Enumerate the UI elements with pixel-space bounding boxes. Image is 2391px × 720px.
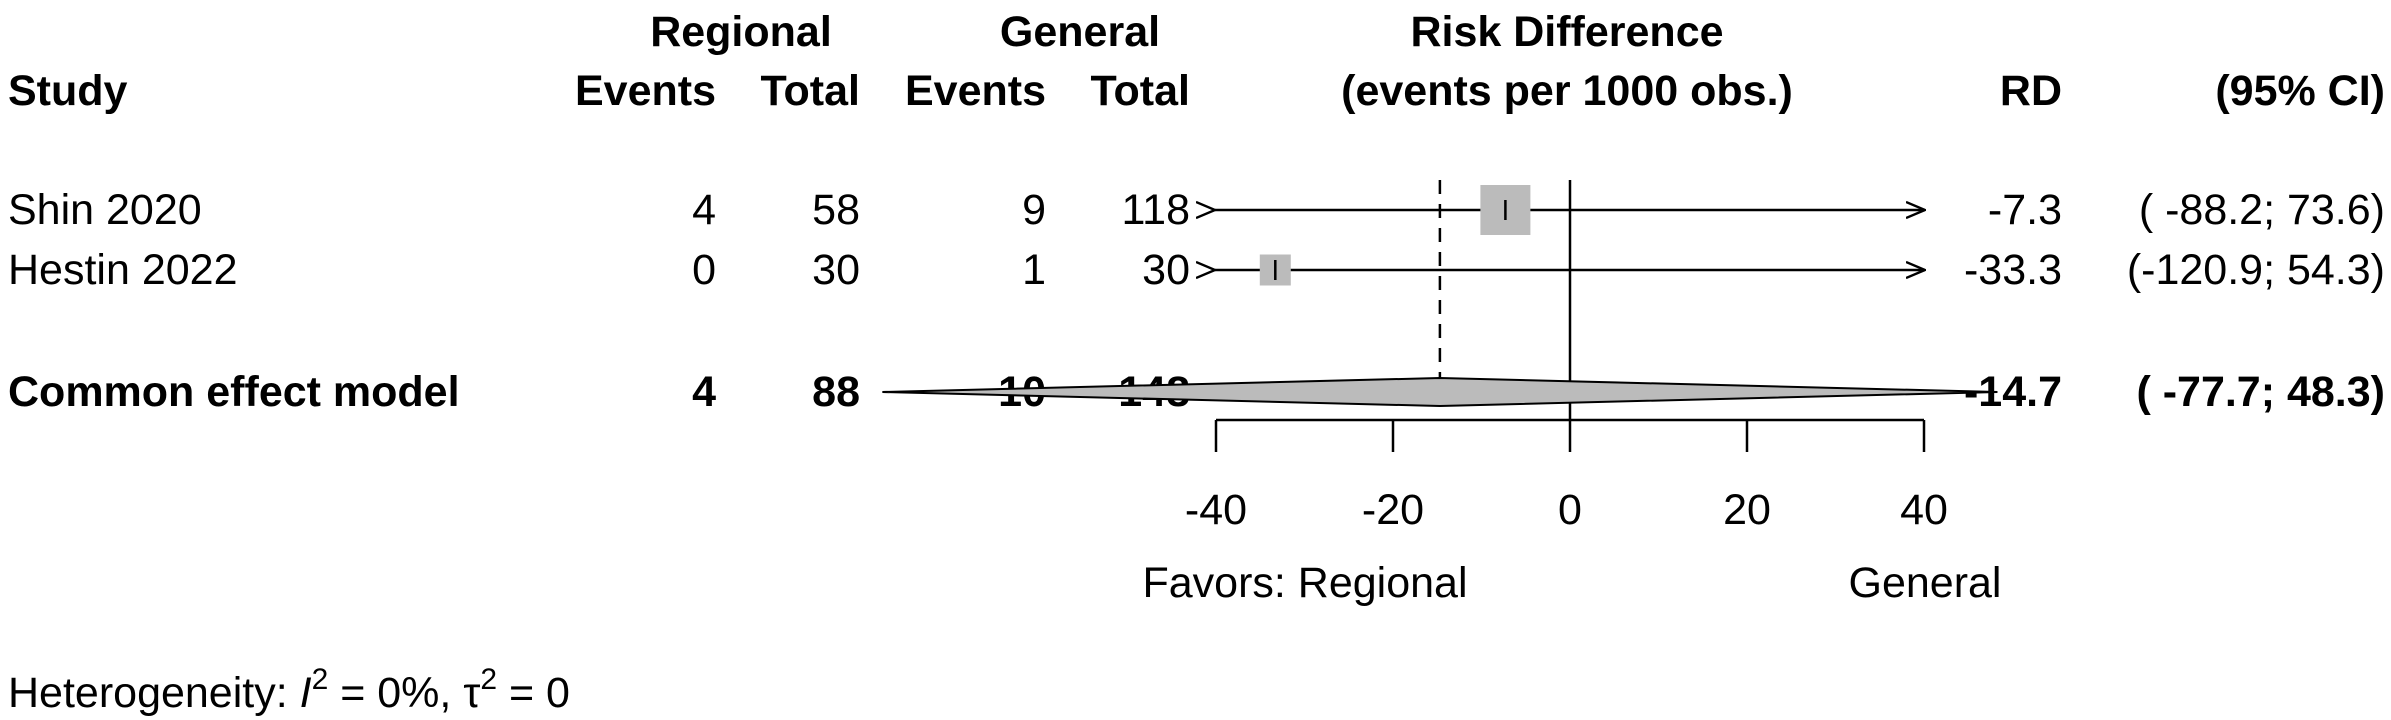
heterogeneity-prefix: Heterogeneity: — [8, 669, 300, 717]
regional-events: 4 — [692, 186, 716, 234]
general-total: 118 — [1121, 186, 1190, 234]
ci-value: ( -88.2; 73.6) — [2139, 186, 2385, 234]
header-ci: (95% CI) — [2215, 67, 2385, 115]
tau-value: = 0 — [497, 669, 570, 717]
study-row-hestin-2022: Hestin 2022 0 30 1 30 -33.3 (-120.9; 54.… — [8, 246, 2385, 294]
header-effect-subtitle: (events per 1000 obs.) — [1341, 67, 1793, 115]
general-events: 1 — [1022, 246, 1046, 294]
pooled-name: Common effect model — [8, 368, 460, 416]
regional-total: 58 — [812, 186, 860, 234]
x-tick-label-1: -20 — [1362, 486, 1424, 534]
rd-value: -33.3 — [1964, 246, 2062, 294]
x-tick-label-2: 0 — [1558, 486, 1582, 534]
pooled-diamond — [882, 376, 1998, 408]
header-group-regional: Regional — [650, 8, 832, 56]
header-regional-events: Events — [575, 67, 716, 115]
general-total: 30 — [1142, 246, 1190, 294]
pooled-ci-value: ( -77.7; 48.3) — [2136, 368, 2385, 416]
study-name: Hestin 2022 — [8, 246, 238, 294]
favors-right-label: General — [1849, 559, 2002, 607]
header-effect-title: Risk Difference — [1410, 8, 1723, 56]
header-general-total: Total — [1090, 67, 1190, 115]
i2-symbol: I — [300, 669, 312, 717]
regional-events: 0 — [692, 246, 716, 294]
ci-mark-hestin-2022 — [1215, 254, 1925, 286]
general-events: 9 — [1022, 186, 1046, 234]
pooled-regional-total: 88 — [812, 368, 860, 416]
favors-left-label: Favors: Regional — [1142, 559, 1467, 607]
header-rd: RD — [2000, 67, 2062, 115]
heterogeneity-label: Heterogeneity: I2 = 0%, τ2 = 0 — [8, 663, 570, 717]
tau-superscript: 2 — [480, 663, 497, 696]
header-study: Study — [8, 67, 128, 115]
regional-total: 30 — [812, 246, 860, 294]
x-tick-label-3: 20 — [1723, 486, 1771, 534]
rd-value: -7.3 — [1988, 186, 2062, 234]
study-row-shin-2020: Shin 2020 4 58 9 118 -7.3 ( -88.2; 73.6) — [8, 186, 2385, 234]
x-tick-label-0: -40 — [1185, 486, 1247, 534]
i2-value: = 0%, — [328, 669, 463, 717]
header-general-events: Events — [905, 67, 1046, 115]
ci-value: (-120.9; 54.3) — [2127, 246, 2385, 294]
tau-symbol: τ — [463, 669, 480, 717]
x-axis: -40 -20 0 20 40 — [1185, 418, 1948, 534]
study-name: Shin 2020 — [8, 186, 202, 234]
pooled-regional-events: 4 — [692, 368, 716, 416]
i2-superscript: 2 — [312, 663, 329, 696]
ci-mark-shin-2020 — [1215, 185, 1925, 235]
x-tick-label-4: 40 — [1900, 486, 1948, 534]
header-regional-total: Total — [760, 67, 860, 115]
header-group-general: General — [1000, 8, 1160, 56]
